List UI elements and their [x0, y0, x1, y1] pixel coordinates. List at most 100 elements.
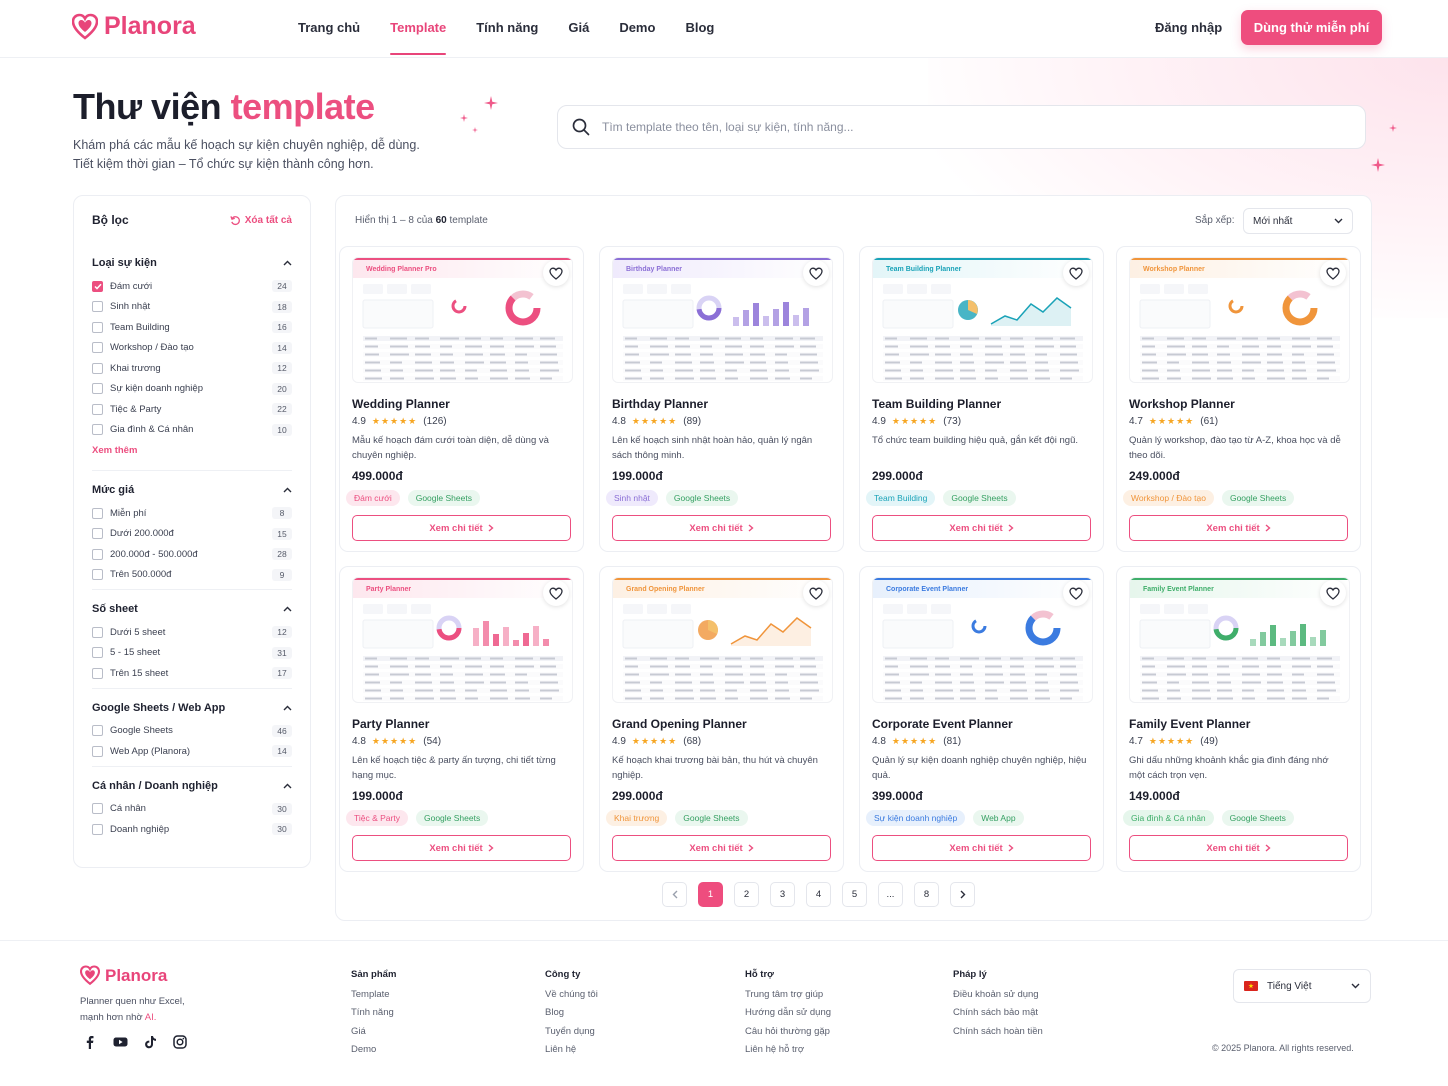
- show-more-link[interactable]: Xem thêm: [92, 445, 138, 456]
- footer-link[interactable]: Tính năng: [351, 1007, 394, 1019]
- filter-option[interactable]: Miễn phí 8: [92, 503, 292, 524]
- brand-logo[interactable]: Planora: [72, 12, 196, 41]
- footer-link[interactable]: Liên hệ: [545, 1043, 577, 1055]
- filter-group-header[interactable]: Google Sheets / Web App: [92, 697, 292, 719]
- footer-link[interactable]: Hướng dẫn sử dụng: [745, 1007, 832, 1019]
- nav-item-template[interactable]: Template: [390, 0, 447, 58]
- favorite-button[interactable]: [803, 580, 829, 606]
- filter-checkbox[interactable]: [92, 383, 103, 395]
- template-preview[interactable]: Workshop Planner: [1129, 257, 1350, 383]
- template-preview[interactable]: Family Event Planner: [1129, 577, 1350, 703]
- template-tag[interactable]: Google Sheets: [943, 490, 1016, 506]
- template-card[interactable]: Workshop Planner Workshop Planner 4.7 ★★…: [1116, 246, 1361, 552]
- facebook-icon[interactable]: [80, 1032, 100, 1052]
- template-tag[interactable]: Đám cưới: [346, 490, 400, 506]
- footer-link[interactable]: Template: [351, 989, 390, 1000]
- template-card[interactable]: Family Event Planner Family Event Planne…: [1116, 566, 1361, 872]
- filter-group-header[interactable]: Số sheet: [92, 598, 292, 620]
- language-select[interactable]: Tiếng Việt: [1233, 969, 1371, 1003]
- template-name[interactable]: Wedding Planner: [352, 397, 450, 411]
- filter-checkbox[interactable]: [92, 424, 103, 436]
- youtube-icon[interactable]: [110, 1032, 130, 1052]
- footer-link[interactable]: Liên hệ hỗ trợ: [745, 1043, 805, 1055]
- template-card[interactable]: Grand Opening Planner Grand Opening Plan…: [599, 566, 844, 872]
- page-button[interactable]: 2: [734, 882, 759, 907]
- footer-link[interactable]: Chính sách hoàn tiền: [953, 1025, 1043, 1037]
- prev-page-button[interactable]: [662, 882, 687, 907]
- footer-link[interactable]: Demo: [351, 1043, 377, 1055]
- template-tag[interactable]: Team Building: [866, 490, 936, 506]
- template-tag[interactable]: Google Sheets: [1221, 490, 1295, 506]
- template-name[interactable]: Family Event Planner: [1129, 717, 1251, 731]
- template-name[interactable]: Grand Opening Planner: [612, 717, 747, 731]
- filter-group-header[interactable]: Cá nhân / Doanh nghiệp: [92, 775, 292, 797]
- filter-checkbox[interactable]: [92, 342, 103, 354]
- filter-checkbox[interactable]: [92, 803, 103, 815]
- filter-option[interactable]: Đám cưới 24: [92, 276, 292, 297]
- filter-checkbox[interactable]: [92, 647, 103, 659]
- template-tag[interactable]: Khai trương: [606, 810, 668, 826]
- favorite-button[interactable]: [1063, 580, 1089, 606]
- filter-checkbox[interactable]: [92, 301, 103, 313]
- template-tag[interactable]: Gia đình & Cá nhân: [1123, 810, 1214, 826]
- filter-checkbox[interactable]: [92, 823, 103, 835]
- template-preview[interactable]: Team Building Planner: [872, 257, 1093, 383]
- filter-checkbox[interactable]: [92, 548, 103, 560]
- footer-link[interactable]: Giá: [351, 1025, 366, 1037]
- page-button[interactable]: 3: [770, 882, 795, 907]
- template-tag[interactable]: Google Sheets: [665, 490, 739, 506]
- view-details-button[interactable]: Xem chi tiết: [872, 835, 1091, 861]
- filter-checkbox[interactable]: [92, 321, 103, 333]
- instagram-icon[interactable]: [170, 1032, 190, 1052]
- template-card[interactable]: Birthday Planner Birthday Planner 4.8 ★★…: [599, 246, 844, 552]
- footer-link[interactable]: Blog: [545, 1007, 565, 1019]
- template-name[interactable]: Corporate Event Planner: [872, 717, 1013, 731]
- filter-option[interactable]: Gia đình & Cá nhân 10: [92, 420, 292, 441]
- footer-link[interactable]: Điều khoản sử dụng: [953, 989, 1039, 1000]
- free-trial-button[interactable]: Dùng thử miễn phí: [1241, 10, 1382, 45]
- view-details-button[interactable]: Xem chi tiết: [612, 835, 831, 861]
- template-preview[interactable]: Corporate Event Planner: [872, 577, 1093, 703]
- filter-checkbox[interactable]: [92, 725, 103, 737]
- page-button[interactable]: 8: [914, 882, 939, 907]
- tiktok-icon[interactable]: [140, 1032, 160, 1052]
- filter-option[interactable]: Trên 500.000đ 9: [92, 565, 292, 586]
- template-tag[interactable]: Google Sheets: [415, 810, 489, 826]
- view-details-button[interactable]: Xem chi tiết: [1129, 835, 1348, 861]
- favorite-button[interactable]: [803, 260, 829, 286]
- template-name[interactable]: Workshop Planner: [1129, 397, 1235, 411]
- filter-checkbox[interactable]: [92, 403, 103, 415]
- view-details-button[interactable]: Xem chi tiết: [352, 835, 571, 861]
- filter-option[interactable]: Web App (Planora) 14: [92, 741, 292, 762]
- footer-link[interactable]: Về chúng tôi: [545, 989, 598, 1000]
- filter-checkbox[interactable]: [92, 667, 103, 679]
- template-name[interactable]: Party Planner: [352, 717, 430, 731]
- favorite-button[interactable]: [1320, 260, 1346, 286]
- template-preview[interactable]: Birthday Planner: [612, 257, 833, 383]
- template-card[interactable]: Wedding Planner Pro Wedding Planner 4.9 …: [339, 246, 584, 552]
- template-card[interactable]: Party Planner Party Planner 4.8 ★★★★★ (5…: [339, 566, 584, 872]
- search-input[interactable]: [602, 120, 1302, 134]
- footer-logo[interactable]: Planora: [80, 965, 167, 986]
- filter-option[interactable]: Dưới 5 sheet 12: [92, 622, 292, 643]
- template-card[interactable]: Corporate Event Planner Corporate Event …: [859, 566, 1104, 872]
- page-button[interactable]: ...: [878, 882, 903, 907]
- favorite-button[interactable]: [1063, 260, 1089, 286]
- filter-checkbox[interactable]: [92, 626, 103, 638]
- filter-checkbox[interactable]: [92, 745, 103, 757]
- sort-select[interactable]: Mới nhất: [1243, 208, 1353, 234]
- filter-option[interactable]: Google Sheets 46: [92, 721, 292, 742]
- view-details-button[interactable]: Xem chi tiết: [352, 515, 571, 541]
- nav-item-blog[interactable]: Blog: [685, 20, 715, 35]
- nav-item-demo[interactable]: Demo: [619, 20, 656, 35]
- footer-link[interactable]: Trung tâm trợ giúp: [745, 989, 824, 1000]
- filter-option[interactable]: Cá nhân 30: [92, 799, 292, 820]
- favorite-button[interactable]: [543, 260, 569, 286]
- filter-option[interactable]: Trên 15 sheet 17: [92, 663, 292, 684]
- page-button[interactable]: 5: [842, 882, 867, 907]
- login-link[interactable]: Đăng nhập: [1155, 20, 1223, 35]
- filter-checkbox[interactable]: [92, 569, 103, 581]
- filter-group-header[interactable]: Mức giá: [92, 479, 292, 501]
- filter-group-header[interactable]: Loại sự kiện: [92, 252, 292, 274]
- template-tag[interactable]: Google Sheets: [1221, 810, 1294, 826]
